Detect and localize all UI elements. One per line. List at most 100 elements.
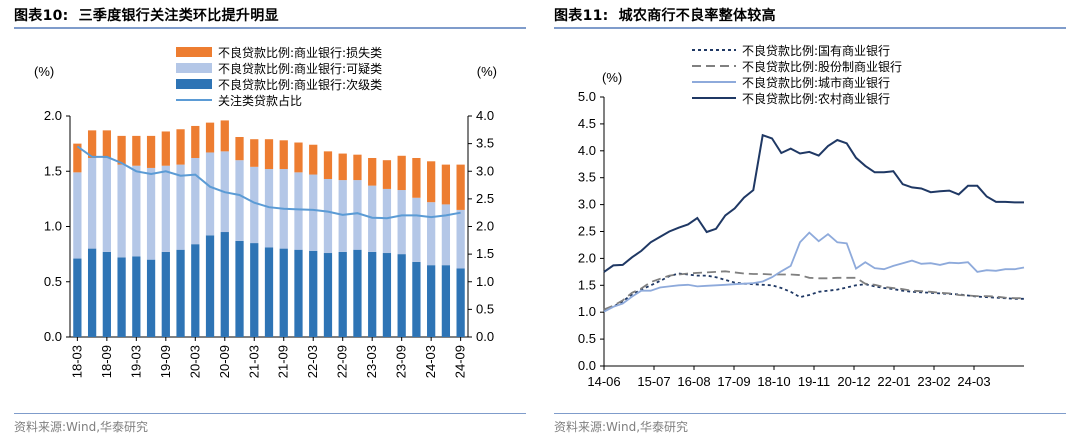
x-tick-label: 24-03	[957, 374, 990, 389]
bar-loss	[427, 161, 436, 203]
y2-tick-label: 0.0	[476, 329, 494, 344]
y-tick-label: 2.0	[44, 108, 62, 123]
bar-doubtful	[132, 165, 141, 257]
bar-doubtful	[353, 180, 362, 250]
bar-subordinated	[250, 243, 259, 337]
bar-loss	[353, 154, 362, 181]
bar-loss	[279, 140, 288, 170]
x-tick-label: 19-11	[798, 374, 830, 389]
bar-subordinated	[353, 249, 362, 337]
x-tick-label: 20-09	[217, 345, 232, 378]
bar-doubtful	[191, 157, 200, 245]
y-axis-unit: (%)	[34, 64, 54, 79]
bar-subordinated	[235, 240, 244, 337]
bar-loss	[205, 122, 215, 153]
bar-subordinated	[456, 268, 465, 337]
bar-doubtful	[73, 172, 82, 259]
bar-subordinated	[161, 251, 170, 337]
y-tick-label: 5.0	[578, 89, 596, 104]
legend-label: 不良贷款比例:商业银行:损失类	[218, 45, 382, 60]
y-tick-label: 1.0	[578, 304, 596, 319]
bar-loss	[264, 139, 274, 170]
bar-loss	[382, 160, 392, 189]
bar-doubtful	[87, 157, 97, 249]
x-tick-label: 18-09	[99, 345, 114, 378]
title-divider	[14, 27, 526, 29]
x-tick-label: 23-09	[394, 345, 409, 378]
bar-doubtful	[323, 178, 333, 254]
bar-loss	[220, 120, 229, 152]
bar-doubtful	[309, 174, 318, 251]
bar-subordinated	[368, 251, 377, 337]
y-tick-label: 3.5	[578, 170, 596, 185]
x-tick-label: 21-09	[276, 345, 291, 378]
bar-doubtful	[294, 172, 303, 250]
x-tick-label: 18-10	[757, 374, 790, 389]
bar-subordinated	[279, 248, 288, 337]
y2-tick-label: 3.5	[476, 136, 494, 151]
figure-11-title: 图表11: 城农商行不良率整体较高	[554, 5, 776, 25]
x-tick-label: 20-12	[837, 374, 870, 389]
bar-doubtful	[427, 202, 436, 266]
legend-label: 不良贷款比例:商业银行:次级类	[218, 77, 382, 92]
y2-tick-label: 1.5	[476, 246, 494, 261]
y2-tick-label: 3.0	[476, 163, 494, 178]
y-tick-label: 0.5	[44, 274, 62, 289]
x-tick-label: 20-03	[187, 345, 202, 378]
bar-loss	[323, 151, 333, 179]
bar-subordinated	[117, 257, 126, 337]
figure-10-title: 图表10: 三季度银行关注类环比提升明显	[14, 5, 279, 25]
y-tick-label: 3.0	[578, 197, 596, 212]
bar-subordinated	[382, 253, 392, 337]
bar-subordinated	[441, 265, 451, 337]
x-tick-label: 22-01	[877, 374, 910, 389]
source-divider	[14, 413, 526, 414]
bar-loss	[456, 164, 465, 210]
bar-loss	[117, 135, 126, 165]
bar-doubtful	[456, 209, 465, 269]
bar-doubtful	[397, 190, 406, 255]
bar-loss	[338, 153, 347, 181]
figure-10-title-text: 三季度银行关注类环比提升明显	[78, 8, 279, 24]
bar-subordinated	[264, 247, 274, 337]
x-tick-label: 24-03	[423, 345, 438, 378]
legend-label: 不良贷款比例:城市商业银行	[742, 75, 890, 90]
legend-swatch	[176, 79, 212, 89]
title-divider	[554, 27, 1066, 29]
bar-subordinated	[87, 248, 97, 337]
y2-tick-label: 2.0	[476, 219, 494, 234]
bar-loss	[412, 157, 421, 198]
bar-subordinated	[205, 235, 215, 337]
figure-10-panel: 图表10: 三季度银行关注类环比提升明显 (%) (%) 0.0 0.5 1.0 1.5 2.…	[14, 5, 526, 434]
figure-11-panel: 图表11: 城农商行不良率整体较高 (%) 0.0 0.5 1.0 1.5 2.0 2.5 3.…	[540, 0, 1080, 444]
bar-subordinated	[102, 251, 111, 337]
x-tick-label: 14-06	[587, 374, 620, 389]
y-axis-unit: (%)	[602, 70, 622, 85]
bar-doubtful	[205, 152, 215, 236]
bar-subordinated	[294, 249, 303, 337]
bar-loss	[368, 157, 377, 186]
y-tick-label: 0.5	[578, 331, 596, 346]
bar-loss	[73, 143, 82, 173]
legend-label: 不良贷款比例:股份制商业银行	[742, 59, 902, 74]
bar-doubtful	[250, 166, 259, 244]
bar-subordinated	[412, 261, 421, 337]
bar-doubtful	[264, 169, 274, 248]
bar-subordinated	[146, 259, 156, 337]
x-tick-label: 17-09	[717, 374, 750, 389]
line-joint-stock-banks	[603, 270, 1024, 311]
y-tick-label: 2.5	[578, 224, 596, 239]
bar-doubtful	[441, 204, 451, 266]
x-tick-label: 22-09	[335, 345, 350, 378]
y2-axis-unit: (%)	[477, 64, 497, 79]
x-tick-label: 16-08	[677, 374, 710, 389]
x-tick-label: 19-09	[158, 345, 173, 378]
bar-loss	[235, 136, 244, 161]
figure-11-source: 资料来源:Wind,华泰研究	[554, 420, 689, 434]
legend-label: 不良贷款比例:商业银行:可疑类	[218, 61, 382, 76]
line-rural-commercial-banks	[603, 133, 1024, 273]
x-tick-label: 19-03	[128, 345, 143, 378]
y2-tick-label: 0.5	[476, 301, 494, 316]
line-state-owned-banks	[603, 272, 1024, 312]
line-city-commercial-banks	[603, 231, 1025, 313]
